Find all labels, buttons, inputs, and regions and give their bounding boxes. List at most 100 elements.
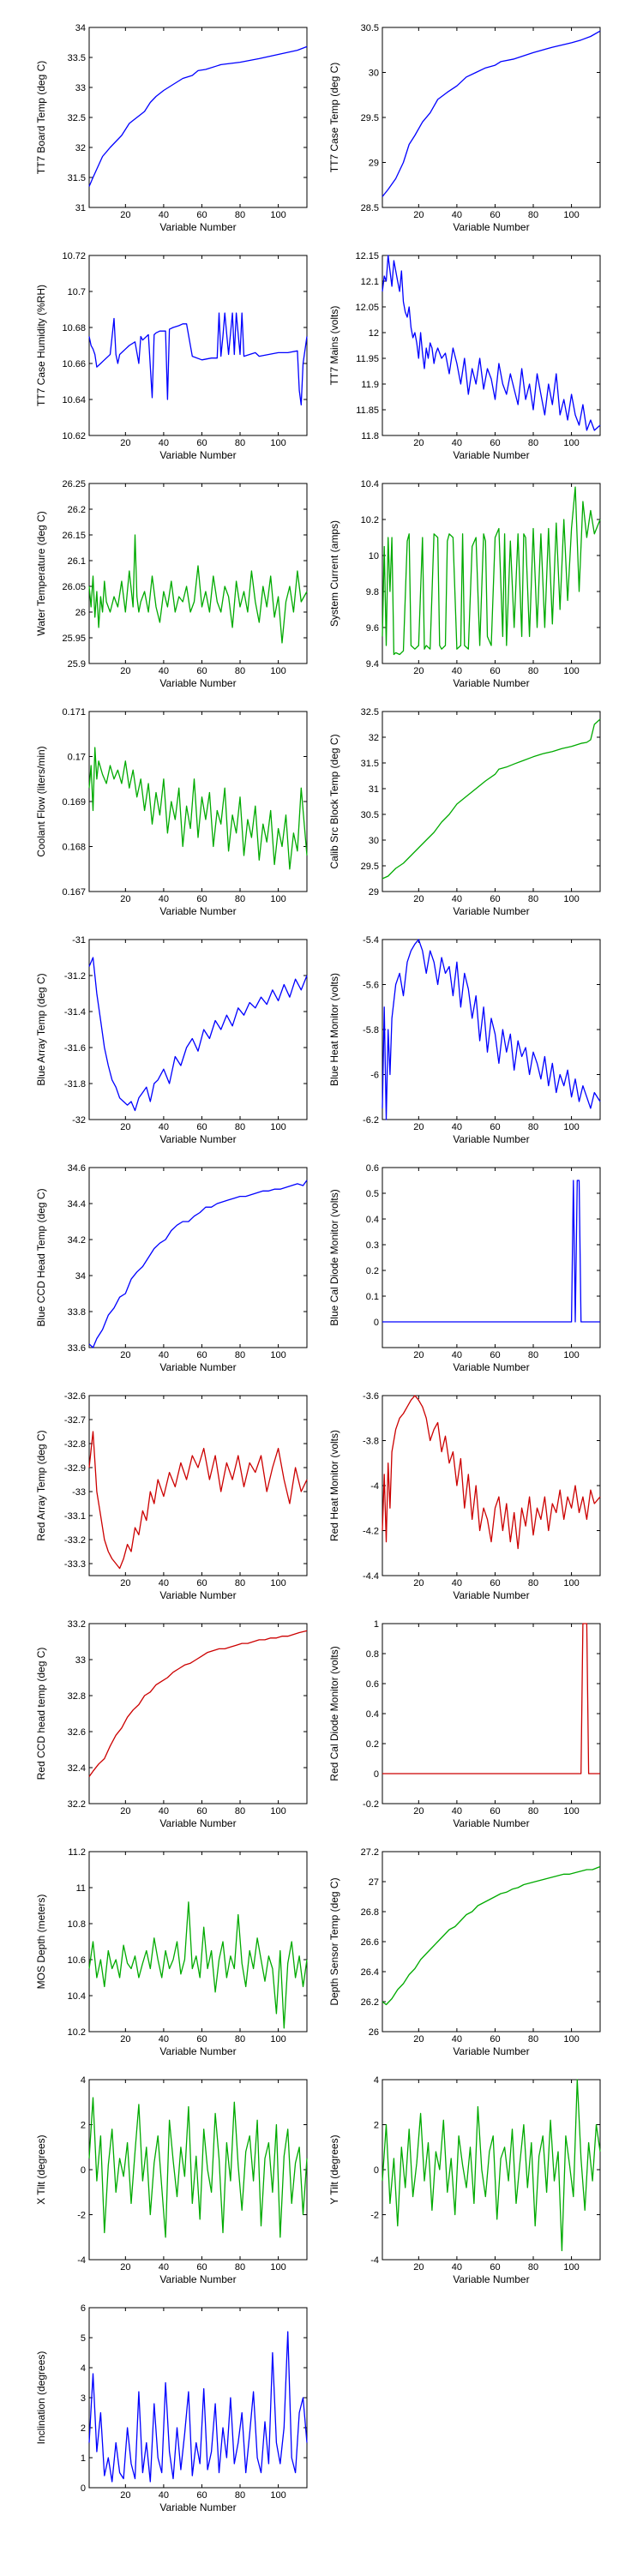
y-tick-label: 34: [75, 23, 86, 33]
y-tick-label: 26.6: [361, 1937, 379, 1948]
y-tick-label: -6: [370, 1071, 379, 1081]
x-tick-label: 60: [490, 438, 500, 448]
y-tick-label: 10.62: [62, 431, 86, 441]
plot-frame: [382, 711, 601, 892]
x-tick-label: 80: [528, 1350, 538, 1360]
y-tick-label: 1: [374, 1619, 379, 1630]
x-tick-label: 80: [235, 1350, 245, 1360]
y-tick-label: 10.66: [62, 359, 86, 369]
chart-panel-13: 20 40 60 80 100 -33.3 -33.2 -33.1 -33 -32.9 -32.8 -…: [35, 1391, 308, 1601]
x-tick-label: 40: [159, 1350, 169, 1360]
y-tick-label: 9.8: [366, 587, 379, 597]
x-tick-label: 80: [235, 1122, 245, 1132]
x-tick-label: 40: [159, 2490, 169, 2501]
y-tick-label: 26.2: [361, 1997, 379, 2008]
series-line-1: [88, 747, 308, 870]
x-axis-label: Variable Number: [159, 1133, 236, 1145]
x-tick-label: 40: [452, 2262, 462, 2273]
x-tick-label: 20: [413, 210, 424, 220]
x-tick-label: 40: [452, 1122, 462, 1132]
y-tick-label: -4.4: [363, 1571, 379, 1582]
y-tick-label: 30.5: [361, 23, 379, 33]
x-axis-label: Variable Number: [453, 2273, 529, 2285]
y-tick-label: 2: [374, 2121, 379, 2131]
x-tick-label: 80: [235, 210, 245, 220]
y-tick-label: -4: [370, 2255, 379, 2266]
y-axis-label: Depth Sensor Temp (deg C): [328, 1877, 340, 2005]
x-tick-label: 20: [413, 1350, 424, 1360]
plot-frame: [88, 939, 308, 1120]
x-tick-label: 40: [452, 1350, 462, 1360]
y-tick-label: 33: [75, 83, 86, 93]
x-tick-label: 100: [270, 1578, 285, 1588]
series-line-1: [88, 1901, 308, 2029]
x-tick-label: 20: [120, 1122, 130, 1132]
chart-panel-7: 20 40 60 80 100 0.167 0.168 0.169 0.17 0.171 Varia…: [35, 707, 308, 917]
x-tick-label: 80: [528, 2262, 538, 2273]
y-axis-label: Y Tilt (degrees): [328, 2135, 340, 2204]
x-tick-label: 40: [159, 438, 169, 448]
y-tick-label: 33.8: [68, 1307, 86, 1318]
y-tick-label: 32.6: [68, 1727, 86, 1738]
x-axis-label: Variable Number: [159, 2501, 236, 2513]
x-axis-label: Variable Number: [453, 2045, 529, 2057]
y-tick-label: 12.05: [355, 303, 379, 313]
x-tick-label: 80: [528, 1578, 538, 1588]
y-axis-label: TT7 Case Humidity (%RH): [35, 285, 47, 406]
x-tick-label: 100: [563, 1350, 579, 1360]
chart-panel-4: 20 40 60 80 100 11.8 11.85 11.9 11.95 12 12.05 12.1…: [328, 251, 601, 461]
y-tick-label: -31.4: [64, 1007, 86, 1018]
y-tick-label: 34.6: [68, 1163, 86, 1174]
y-tick-label: 10.64: [62, 395, 86, 405]
x-tick-label: 20: [120, 2034, 130, 2045]
plot-frame: [382, 1167, 601, 1348]
y-tick-label: -33.1: [64, 1511, 86, 1522]
x-axis-label: Variable Number: [159, 1361, 236, 1373]
y-tick-label: 3: [81, 2393, 86, 2404]
x-tick-label: 100: [563, 210, 579, 220]
y-axis-label: Blue Array Temp (deg C): [35, 973, 47, 1085]
y-axis-label: TT7 Mains (volts): [328, 306, 340, 386]
x-axis-label: Variable Number: [453, 905, 529, 917]
x-tick-label: 20: [413, 2262, 424, 2273]
y-tick-label: -31.8: [64, 1079, 86, 1090]
chart-panel-9: 20 40 60 80 100 -32 -31.8 -31.6 -31.4 -31.2 -31 Var…: [35, 935, 308, 1145]
y-tick-label: -32.8: [64, 1439, 86, 1450]
y-tick-label: 4: [374, 2075, 379, 2086]
x-tick-label: 100: [270, 894, 285, 904]
series-line-1: [88, 2331, 308, 2483]
y-tick-label: 6: [81, 2303, 86, 2314]
y-axis-label: Calib Src Block Temp (deg C): [328, 734, 340, 868]
x-tick-label: 100: [270, 2262, 285, 2273]
y-tick-label: 0: [374, 1769, 379, 1780]
y-axis-label: Water Temperature (deg C): [35, 511, 47, 635]
y-tick-label: 30.5: [361, 810, 379, 820]
plot-frame: [382, 1623, 601, 1804]
chart-panel-2: 20 40 60 80 100 28.5 29 29.5 30 30.5 Variable Numb…: [328, 23, 601, 233]
y-tick-label: -3.8: [363, 1437, 379, 1447]
y-tick-label: 29: [369, 887, 379, 898]
x-tick-label: 20: [413, 894, 424, 904]
y-tick-label: 30: [369, 836, 379, 846]
y-tick-label: 30: [369, 69, 379, 79]
y-tick-label: 26: [75, 608, 86, 618]
y-tick-label: 31.5: [361, 759, 379, 769]
y-tick-label: 0.8: [366, 1649, 379, 1660]
x-tick-label: 80: [528, 1806, 538, 1816]
y-tick-label: -4: [370, 1481, 379, 1492]
chart-panel-18: 20 40 60 80 100 26 26.2 26.4 26.6 26.8 27 27.2 Varia…: [328, 1847, 601, 2057]
y-tick-label: 27.2: [361, 1847, 379, 1858]
x-axis-label: Variable Number: [453, 449, 529, 461]
chart-panel-10: 20 40 60 80 100 -6.2 -6 -5.8 -5.6 -5.4 Variable Nu…: [328, 935, 601, 1145]
y-tick-label: 0.168: [62, 843, 86, 853]
plot-frame: [382, 939, 601, 1120]
y-tick-label: 11: [76, 1883, 86, 1894]
y-tick-label: 10.7: [68, 287, 86, 297]
x-tick-label: 100: [563, 2034, 579, 2045]
x-tick-label: 60: [196, 894, 207, 904]
y-axis-label: TT7 Board Temp (deg C): [35, 61, 47, 175]
x-tick-label: 100: [270, 1122, 285, 1132]
x-tick-label: 40: [452, 894, 462, 904]
chart-panel-12: 20 40 60 80 100 0 0.1 0.2 0.3 0.4 0.5 0.6 Variable N…: [328, 1163, 601, 1373]
